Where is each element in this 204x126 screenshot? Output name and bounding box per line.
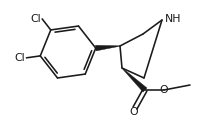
Text: Cl: Cl [31, 14, 41, 24]
Text: O: O [160, 85, 168, 95]
Polygon shape [122, 68, 147, 92]
Text: Cl: Cl [15, 53, 26, 63]
Text: NH: NH [165, 14, 182, 24]
Polygon shape [95, 45, 120, 51]
Text: O: O [130, 107, 138, 117]
